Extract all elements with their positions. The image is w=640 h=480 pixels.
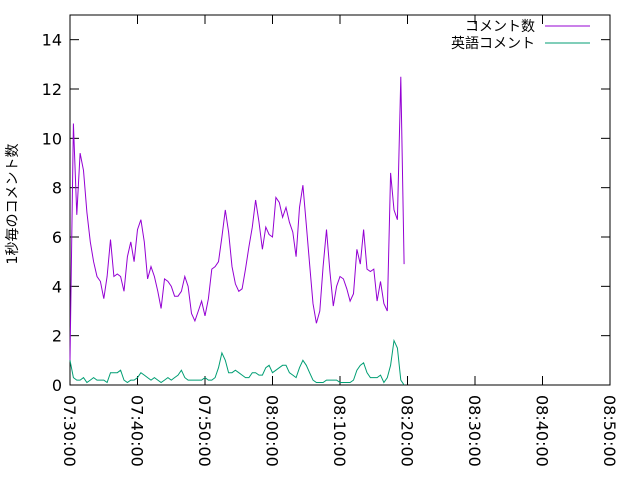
y-tick-label: 10 <box>42 129 62 148</box>
x-tick-label: 08:20:00 <box>398 395 417 467</box>
x-tick-label: 07:50:00 <box>195 395 214 467</box>
plot-frame <box>69 14 611 386</box>
x-tick-label: 08:00:00 <box>263 395 282 467</box>
axes: 0 2 4 6 8 10 12 14 07:30:00 07:40:00 07:50:00 08:00… <box>42 14 619 467</box>
y-tick-label: 14 <box>42 31 62 50</box>
legend-label: コメント数 <box>465 19 535 35</box>
y-tick-label: 2 <box>52 327 62 346</box>
y-tick-label: 0 <box>52 376 62 395</box>
series-group <box>69 76 405 386</box>
x-tick-label: 08:50:00 <box>600 395 619 467</box>
series-line-1 <box>69 76 405 361</box>
y-tick-label: 12 <box>42 80 62 99</box>
y-tick-label: 6 <box>52 228 62 247</box>
y-tick-label: 4 <box>52 277 62 296</box>
series-line-2 <box>69 338 405 386</box>
y-axis-title: 1秒毎のコメント数 <box>5 144 21 265</box>
x-tick-label: 08:40:00 <box>533 395 552 467</box>
y-tick-label: 8 <box>52 179 62 198</box>
x-tick-label: 07:30:00 <box>60 395 79 467</box>
x-tick-label: 08:30:00 <box>465 395 484 467</box>
x-tick-label: 08:10:00 <box>330 395 349 467</box>
x-tick-label: 07:40:00 <box>128 395 147 467</box>
legend-label: 英語コメント <box>451 35 535 52</box>
